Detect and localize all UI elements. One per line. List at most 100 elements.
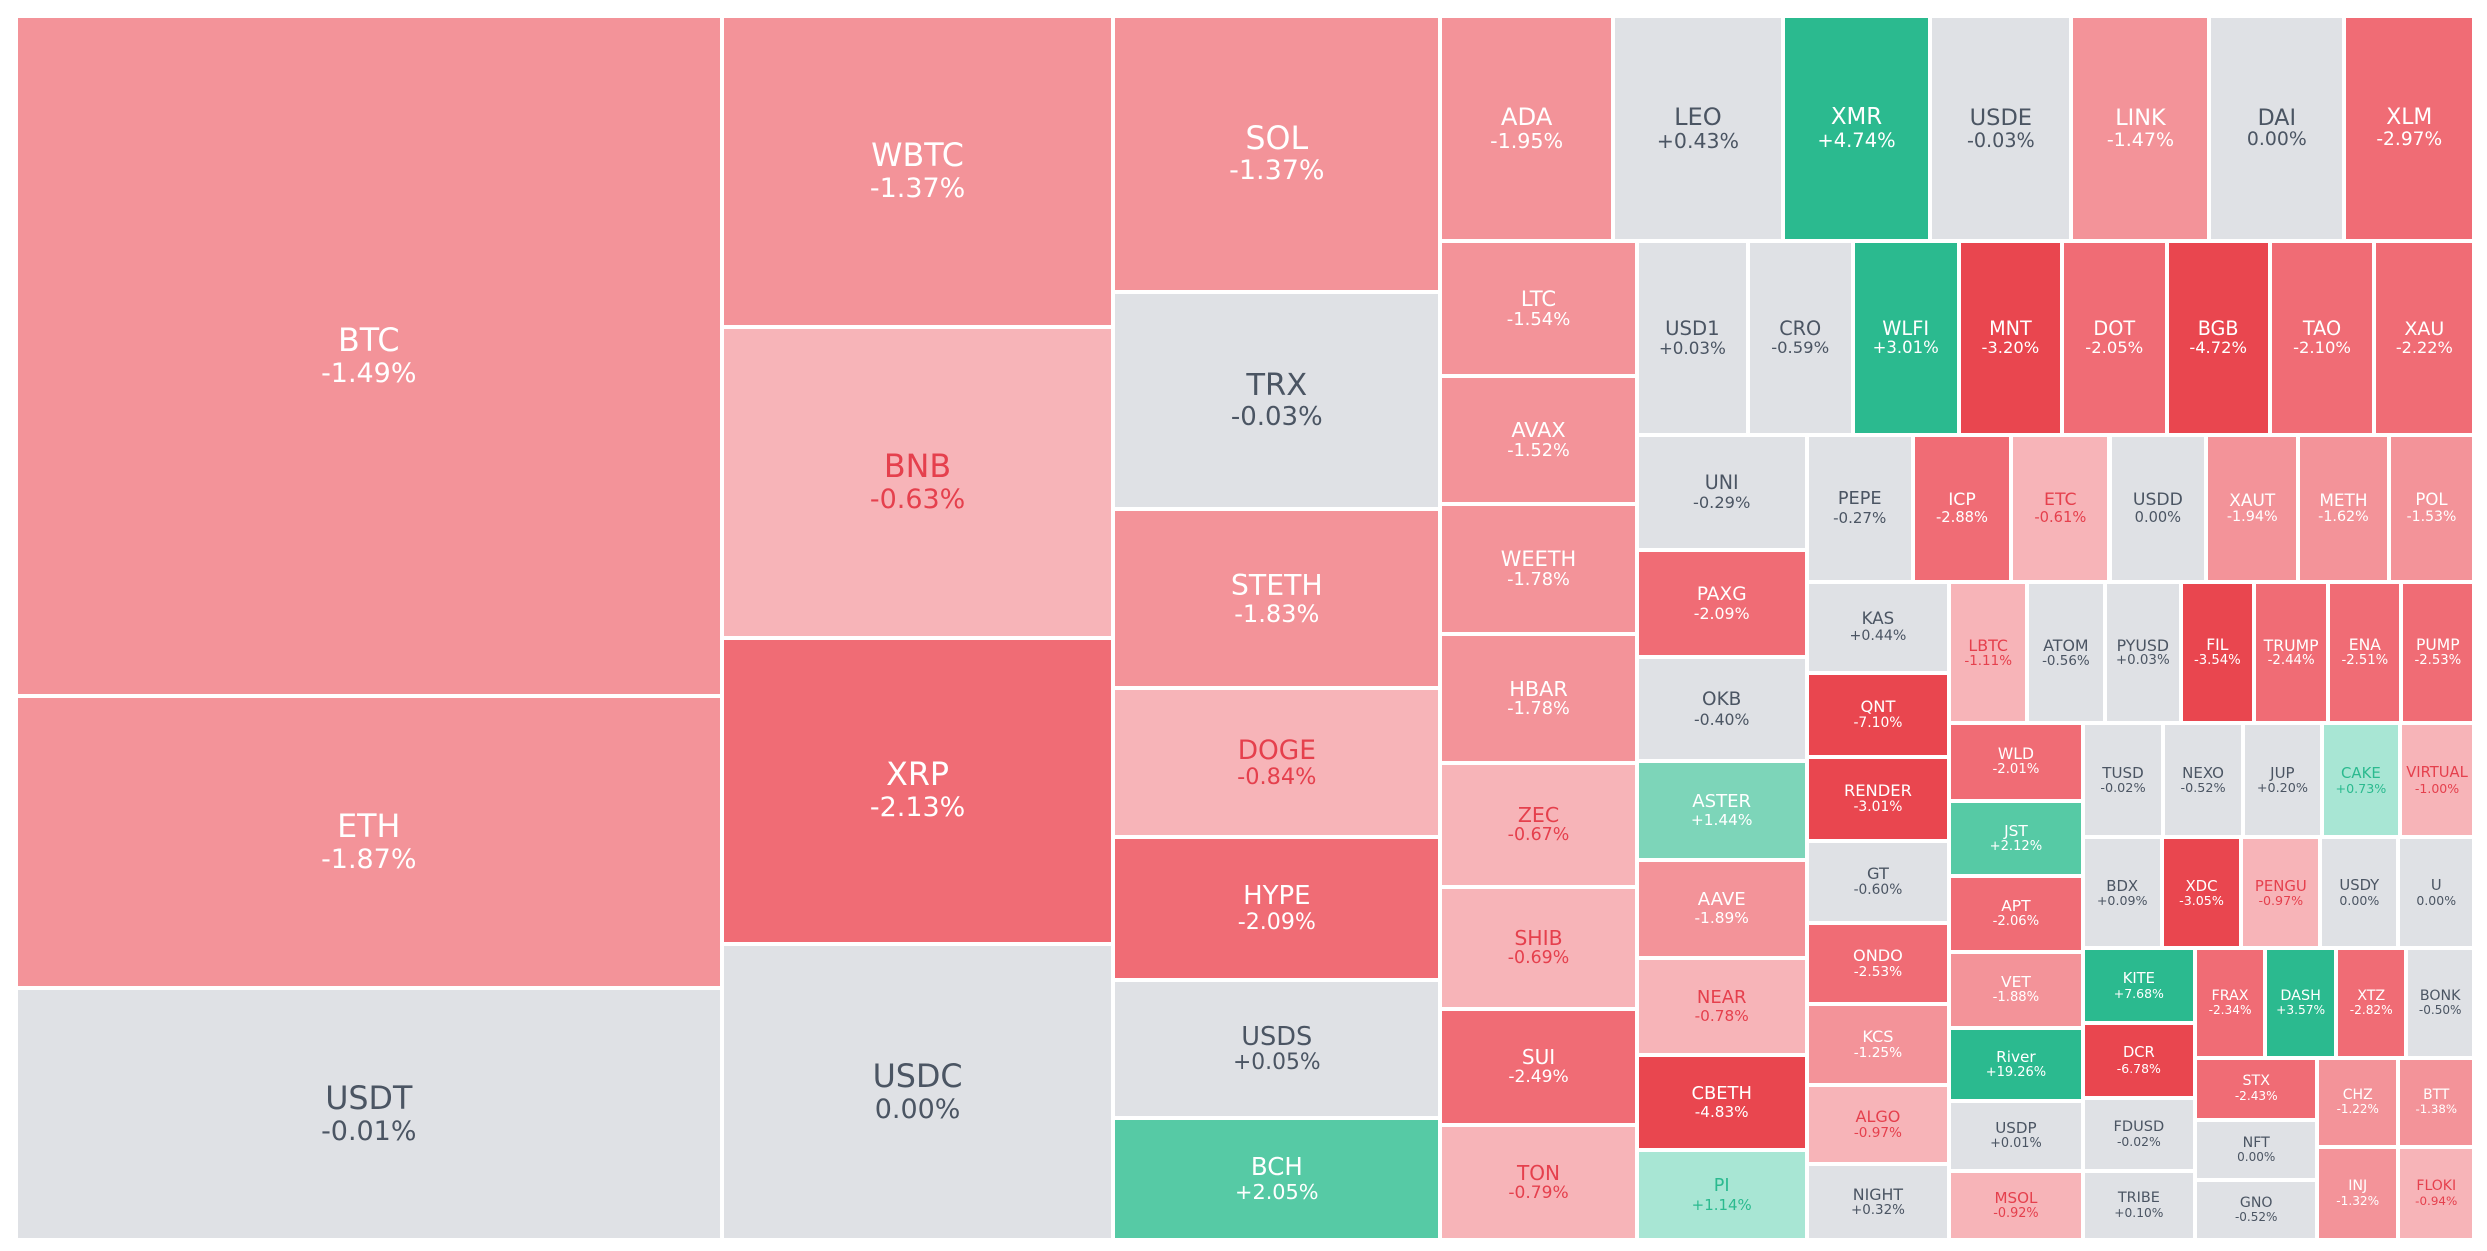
tile[interactable]: POL -1.53%	[2388, 434, 2475, 583]
tile[interactable]: U 0.00%	[2398, 837, 2475, 949]
tile[interactable]: WBTC -1.37%	[721, 15, 1114, 327]
tile[interactable]: FDUSD -0.02%	[2082, 1097, 2196, 1171]
tile[interactable]: DAI 0.00%	[2209, 15, 2345, 242]
tile[interactable]: TON -0.79%	[1440, 1124, 1637, 1241]
tile[interactable]: PUMP -2.53%	[2401, 582, 2475, 724]
tile[interactable]: STX -2.43%	[2195, 1057, 2318, 1120]
tile[interactable]: USD1 +0.03%	[1636, 241, 1748, 435]
tile[interactable]: ASTER +1.44%	[1636, 761, 1807, 860]
tile[interactable]: CBETH -4.83%	[1636, 1054, 1807, 1150]
tile[interactable]: HBAR -1.78%	[1440, 634, 1637, 763]
tile[interactable]: ENA -2.51%	[2328, 582, 2402, 724]
tile[interactable]: WLFI +3.01%	[1852, 241, 1959, 435]
tile[interactable]: USDE -0.03%	[1930, 15, 2072, 242]
tile[interactable]: ALGO -0.97%	[1806, 1084, 1950, 1165]
tile[interactable]: LINK -1.47%	[2071, 15, 2210, 242]
tile[interactable]: APT -2.06%	[1949, 875, 2083, 952]
tile[interactable]: SUI -2.49%	[1440, 1008, 1637, 1125]
tile[interactable]: XAUT -1.94%	[2206, 434, 2299, 583]
tile[interactable]: FRAX -2.34%	[2195, 948, 2265, 1058]
tile[interactable]: NFT 0.00%	[2195, 1119, 2318, 1181]
tile[interactable]: JUP +0.20%	[2242, 723, 2323, 838]
tile[interactable]: AAVE -1.89%	[1636, 859, 1807, 958]
tile[interactable]: GT -0.60%	[1806, 840, 1950, 924]
tile[interactable]: VIRTUAL -1.00%	[2399, 723, 2475, 838]
tile[interactable]: DCR -6.78%	[2082, 1023, 2196, 1098]
tile[interactable]: MSOL -0.92%	[1949, 1170, 2083, 1241]
tile[interactable]: VET -1.88%	[1949, 951, 2083, 1028]
tile[interactable]: KAS +0.44%	[1806, 582, 1950, 673]
tile[interactable]: ZEC -0.67%	[1440, 762, 1637, 887]
tile[interactable]: LEO +0.43%	[1613, 15, 1783, 242]
tile[interactable]: ETC -0.61%	[2011, 434, 2110, 583]
tile[interactable]: BNB -0.63%	[721, 326, 1114, 638]
tile[interactable]: XAU -2.22%	[2374, 241, 2475, 435]
tile[interactable]: XTZ -2.82%	[2336, 948, 2407, 1058]
tile[interactable]: ADA -1.95%	[1440, 15, 1614, 242]
tile[interactable]: BGB -4.72%	[2166, 241, 2270, 435]
tile[interactable]: HYPE -2.09%	[1113, 837, 1441, 981]
tile[interactable]: JST +2.12%	[1949, 800, 2083, 876]
tile[interactable]: AVAX -1.52%	[1440, 375, 1637, 505]
tile[interactable]: FIL -3.54%	[2180, 582, 2254, 724]
tile[interactable]: BCH +2.05%	[1113, 1118, 1441, 1241]
tile[interactable]: CAKE +0.73%	[2322, 723, 2400, 838]
tile[interactable]: NEAR -0.78%	[1636, 958, 1807, 1055]
tile[interactable]: NIGHT +0.32%	[1806, 1164, 1950, 1241]
tile[interactable]: DASH +3.57%	[2264, 948, 2337, 1058]
tile[interactable]: USDT -0.01%	[15, 988, 722, 1241]
tile[interactable]: STETH -1.83%	[1113, 509, 1441, 689]
tile[interactable]: INJ -1.32%	[2317, 1146, 2399, 1241]
tile[interactable]: PAXG -2.09%	[1636, 550, 1807, 657]
tile[interactable]: UNI -0.29%	[1636, 434, 1807, 551]
tile[interactable]: USDC 0.00%	[721, 943, 1114, 1241]
tile[interactable]: PI +1.14%	[1636, 1149, 1807, 1241]
tile[interactable]: QNT -7.10%	[1806, 672, 1950, 757]
tile[interactable]: ATOM -0.56%	[2027, 582, 2105, 724]
tile[interactable]: PENGU -0.97%	[2241, 837, 2321, 949]
tile[interactable]: TUSD -0.02%	[2082, 723, 2164, 838]
tile[interactable]: BTT -1.38%	[2398, 1057, 2475, 1147]
tile[interactable]: BDX +0.09%	[2082, 837, 2162, 949]
tile[interactable]: CHZ -1.22%	[2317, 1057, 2399, 1147]
tile[interactable]: ETH -1.87%	[15, 696, 722, 989]
tile[interactable]: WEETH -1.78%	[1440, 504, 1637, 635]
tile[interactable]: RENDER -3.01%	[1806, 756, 1950, 841]
tile[interactable]: OKB -0.40%	[1636, 656, 1807, 762]
tile[interactable]: USDY 0.00%	[2320, 837, 2399, 949]
tile[interactable]: CRO -0.59%	[1747, 241, 1853, 435]
tile[interactable]: WLD -2.01%	[1949, 723, 2083, 801]
tile[interactable]: XDC -3.05%	[2161, 837, 2242, 949]
tile[interactable]: PEPE -0.27%	[1806, 434, 1913, 583]
tile[interactable]: KITE +7.68%	[2082, 948, 2196, 1024]
tile[interactable]: METH -1.62%	[2298, 434, 2389, 583]
tile-name: NEAR	[1696, 987, 1747, 1009]
tile[interactable]: SHIB -0.69%	[1440, 886, 1637, 1009]
tile[interactable]: ONDO -2.53%	[1806, 923, 1950, 1004]
tile[interactable]: River +19.26%	[1949, 1027, 2083, 1101]
tile[interactable]: SOL -1.37%	[1113, 15, 1441, 292]
tile[interactable]: XRP -2.13%	[721, 637, 1114, 944]
tile[interactable]: NEXO -0.52%	[2163, 723, 2243, 838]
tile[interactable]: USDS +0.05%	[1113, 980, 1441, 1119]
tile[interactable]: TRIBE +0.10%	[2082, 1170, 2196, 1241]
tile[interactable]: DOT -2.05%	[2061, 241, 2167, 435]
tile[interactable]: GNO -0.52%	[2195, 1180, 2318, 1241]
tile[interactable]: TAO -2.10%	[2269, 241, 2375, 435]
tile[interactable]: PYUSD +0.03%	[2104, 582, 2181, 724]
tile[interactable]: KCS -1.25%	[1806, 1003, 1950, 1085]
tile[interactable]: DOGE -0.84%	[1113, 688, 1441, 838]
tile[interactable]: BONK -0.50%	[2406, 948, 2475, 1058]
tile[interactable]: LTC -1.54%	[1440, 241, 1637, 376]
tile[interactable]: TRUMP -2.44%	[2253, 582, 2329, 724]
tile[interactable]: MNT -3.20%	[1958, 241, 2062, 435]
tile[interactable]: FLOKI -0.94%	[2398, 1146, 2475, 1241]
tile[interactable]: BTC -1.49%	[15, 15, 722, 697]
tile[interactable]: TRX -0.03%	[1113, 291, 1441, 510]
tile[interactable]: USDP +0.01%	[1949, 1100, 2083, 1171]
tile[interactable]: LBTC -1.11%	[1949, 582, 2028, 724]
tile[interactable]: XMR +4.74%	[1782, 15, 1931, 242]
tile[interactable]: USDD 0.00%	[2109, 434, 2207, 583]
tile[interactable]: XLM -2.97%	[2344, 15, 2475, 242]
tile[interactable]: ICP -2.88%	[1912, 434, 2012, 583]
